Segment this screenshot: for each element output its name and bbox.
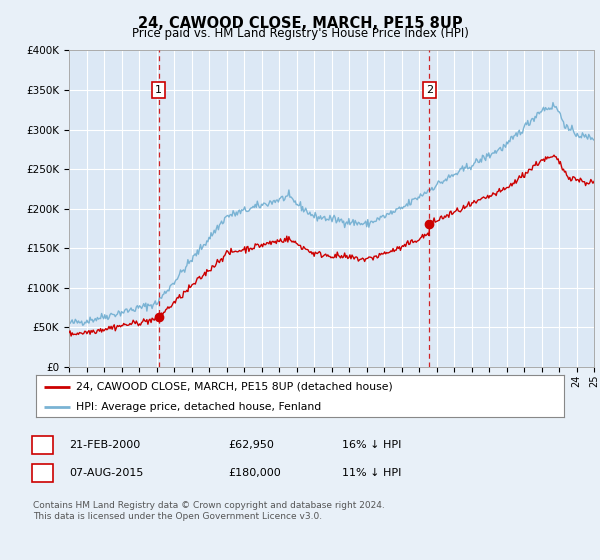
Text: 2: 2 <box>426 85 433 95</box>
Text: 07-AUG-2015: 07-AUG-2015 <box>69 468 143 478</box>
Text: 2: 2 <box>39 468 46 478</box>
Text: 21-FEB-2000: 21-FEB-2000 <box>69 440 140 450</box>
Text: 1: 1 <box>155 85 162 95</box>
Text: HPI: Average price, detached house, Fenland: HPI: Average price, detached house, Fenl… <box>76 402 321 412</box>
Text: 11% ↓ HPI: 11% ↓ HPI <box>342 468 401 478</box>
Text: 16% ↓ HPI: 16% ↓ HPI <box>342 440 401 450</box>
Text: £180,000: £180,000 <box>228 468 281 478</box>
Text: 24, CAWOOD CLOSE, MARCH, PE15 8UP (detached house): 24, CAWOOD CLOSE, MARCH, PE15 8UP (detac… <box>76 381 392 391</box>
Text: Contains HM Land Registry data © Crown copyright and database right 2024.
This d: Contains HM Land Registry data © Crown c… <box>33 501 385 521</box>
Text: 1: 1 <box>39 440 46 450</box>
Text: Price paid vs. HM Land Registry's House Price Index (HPI): Price paid vs. HM Land Registry's House … <box>131 27 469 40</box>
Text: £62,950: £62,950 <box>228 440 274 450</box>
Text: 24, CAWOOD CLOSE, MARCH, PE15 8UP: 24, CAWOOD CLOSE, MARCH, PE15 8UP <box>137 16 463 31</box>
